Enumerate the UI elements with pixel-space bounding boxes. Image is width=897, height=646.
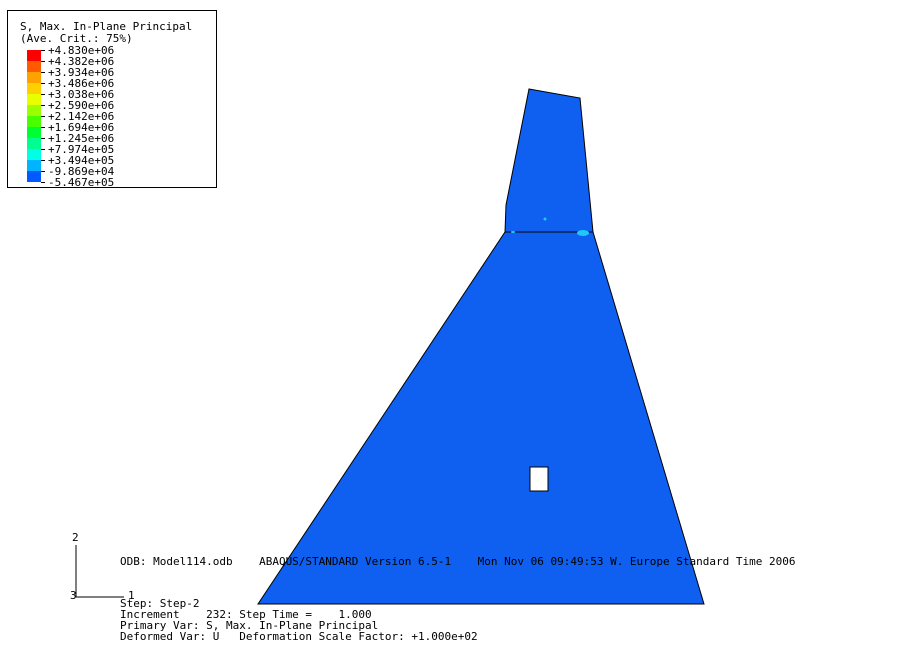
legend-value: +3.038e+06 <box>48 88 115 101</box>
legend-color-swatch <box>27 116 41 127</box>
odb-info-line: ODB: Model114.odb ABAQUS/STANDARD Versio… <box>120 555 796 568</box>
legend-value: +7.974e+05 <box>48 143 115 156</box>
legend-value: +3.494e+05 <box>48 154 115 167</box>
legend-color-swatch <box>27 138 41 149</box>
legend-tick <box>41 83 45 84</box>
legend-tick <box>41 61 45 62</box>
step-info-line: Step: Step-2 <box>120 597 200 610</box>
legend-color-swatch <box>27 83 41 94</box>
triad-axis-3-label: 3 <box>70 589 77 602</box>
legend-color-swatch <box>27 171 41 182</box>
legend-value: +4.382e+06 <box>48 55 115 68</box>
stress-highlight-left <box>511 231 515 233</box>
legend-tick <box>41 116 45 117</box>
legend-value: -9.869e+04 <box>48 165 115 178</box>
legend-tick <box>41 50 45 51</box>
legend-tick <box>41 127 45 128</box>
legend-tick <box>41 72 45 73</box>
legend-tick <box>41 94 45 95</box>
legend-value: +1.245e+06 <box>48 132 115 145</box>
legend-value: +3.934e+06 <box>48 66 115 79</box>
legend-color-swatch <box>27 149 41 160</box>
legend-tick <box>41 105 45 106</box>
increment-info-line: Increment 232: Step Time = 1.000 <box>120 608 372 621</box>
legend-tick <box>41 138 45 139</box>
stress-highlight-small <box>543 217 547 221</box>
legend-value: +1.694e+06 <box>48 121 115 134</box>
legend-color-swatch <box>27 50 41 61</box>
legend-value: +3.486e+06 <box>48 77 115 90</box>
legend-value: +4.830e+06 <box>48 44 115 57</box>
legend-title: S, Max. In-Plane Principal <box>20 20 193 33</box>
deformed-var-line: Deformed Var: U Deformation Scale Factor… <box>120 630 478 643</box>
dam-upper-section <box>504 88 594 233</box>
legend-tick <box>41 149 45 150</box>
contour-legend: S, Max. In-Plane Principal (Ave. Crit.: … <box>7 10 217 188</box>
legend-value: +2.142e+06 <box>48 110 115 123</box>
legend-tick <box>41 160 45 161</box>
legend-tick <box>41 182 45 183</box>
legend-color-swatch <box>27 72 41 83</box>
legend-subtitle: (Ave. Crit.: 75%) <box>20 32 133 45</box>
dam-lower-section <box>257 231 705 605</box>
triad-axis-1-label: 1 <box>128 589 135 602</box>
legend-value: -5.467e+05 <box>48 176 115 189</box>
legend-color-swatch <box>27 61 41 72</box>
legend-color-swatch <box>27 105 41 116</box>
primary-var-line: Primary Var: S, Max. In-Plane Principal <box>120 619 379 632</box>
legend-color-swatch <box>27 160 41 171</box>
legend-color-swatch <box>27 94 41 105</box>
legend-tick <box>41 171 45 172</box>
stress-highlight-right <box>577 230 589 236</box>
legend-value: +2.590e+06 <box>48 99 115 112</box>
legend-color-swatch <box>27 127 41 138</box>
gallery-opening <box>529 466 549 492</box>
triad-axis-2-label: 2 <box>72 531 79 544</box>
